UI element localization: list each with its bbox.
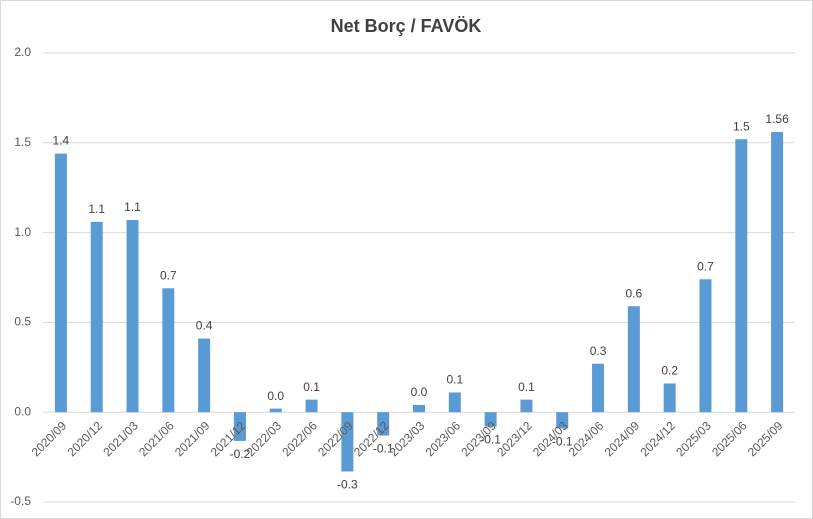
value-label: -0.3 xyxy=(337,478,358,492)
value-label: 1.4 xyxy=(53,134,70,148)
value-label: 0.1 xyxy=(446,373,463,387)
value-label: 0.7 xyxy=(697,259,714,273)
bar xyxy=(663,383,676,413)
y-tick-label: 1.5 xyxy=(14,135,31,149)
value-label: 1.1 xyxy=(88,202,105,216)
value-label: 1.1 xyxy=(124,200,141,214)
bar xyxy=(592,363,605,413)
bar xyxy=(341,412,354,472)
value-label: 0.0 xyxy=(411,385,428,399)
value-label: -0.1 xyxy=(373,442,394,456)
bar xyxy=(233,412,246,441)
y-tick-label: -0.5 xyxy=(10,494,31,508)
value-label: 0.2 xyxy=(661,364,678,378)
chart-title: Net Borç / FAVÖK xyxy=(331,16,482,36)
value-label: 1.56 xyxy=(765,112,789,126)
bar xyxy=(556,412,569,429)
value-label: -0.1 xyxy=(480,433,501,447)
y-tick-label: 0.5 xyxy=(14,315,31,329)
bar xyxy=(735,139,748,413)
bar xyxy=(269,408,282,413)
bar xyxy=(377,412,390,436)
value-label: 0.7 xyxy=(160,268,177,282)
bar xyxy=(699,279,712,413)
bar xyxy=(162,288,175,413)
value-label: 0.1 xyxy=(518,380,535,394)
value-label: 0.4 xyxy=(196,319,213,333)
value-label: 0.1 xyxy=(303,380,320,394)
value-label: 0.3 xyxy=(590,344,607,358)
y-tick-label: 2.0 xyxy=(14,45,31,59)
bar xyxy=(413,405,425,413)
y-tick-label: 1.0 xyxy=(14,225,31,239)
bar xyxy=(448,392,461,413)
value-label: -0.2 xyxy=(230,447,251,461)
bar xyxy=(484,412,497,427)
bar xyxy=(305,399,318,413)
bar xyxy=(627,306,640,413)
y-tick-label: 0.0 xyxy=(14,404,31,418)
bar xyxy=(90,221,103,413)
value-label: 0.0 xyxy=(267,389,284,403)
value-label: -0.1 xyxy=(552,435,573,449)
bar xyxy=(771,132,784,413)
value-label: 1.5 xyxy=(733,119,750,133)
bar xyxy=(198,338,211,413)
bar xyxy=(54,153,67,413)
value-label: 0.6 xyxy=(626,286,643,300)
bar xyxy=(126,220,139,413)
bar xyxy=(520,399,533,413)
